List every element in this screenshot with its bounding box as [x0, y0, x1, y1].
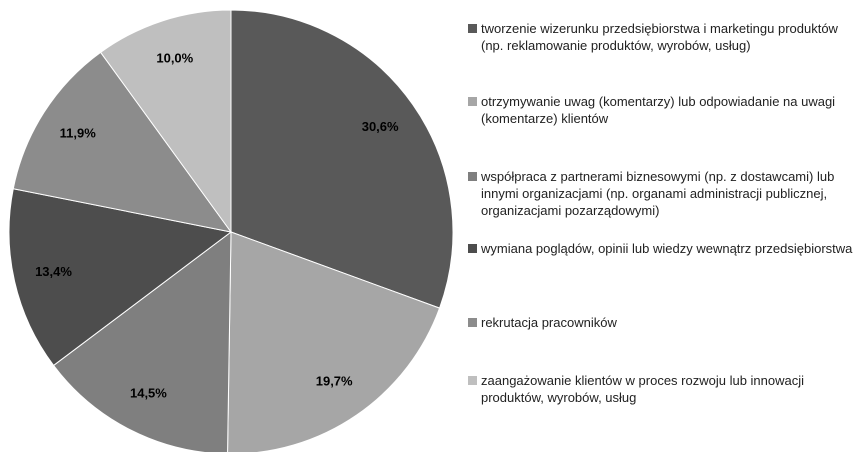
legend-swatch [468, 376, 477, 385]
data-label: 30,6% [362, 119, 399, 134]
data-label: 19,7% [316, 373, 353, 388]
pie-slice [230, 9, 454, 309]
pie-slice [99, 9, 232, 234]
legend-label: rekrutacja pracowników [481, 315, 617, 330]
legend-swatch [468, 244, 477, 253]
legend-swatch [468, 24, 477, 33]
legend-label: zaangażowanie klientów w proces rozwoju … [481, 373, 805, 405]
legend-label: wymiana poglądów, opinii lub wiedzy wewn… [481, 241, 853, 256]
legend-item: wymiana poglądów, opinii lub wiedzy wewn… [468, 240, 860, 257]
pie-slice [52, 230, 232, 452]
pie-slice [12, 51, 233, 233]
legend-item: współpraca z partnerami biznesowymi (np.… [468, 168, 860, 219]
legend-item: tworzenie wizerunku przedsiębiorstwa i m… [468, 20, 860, 54]
legend-item: otrzymywanie uwag (komentarzy) lub odpow… [468, 93, 860, 127]
data-label: 14,5% [130, 386, 167, 401]
legend-swatch [468, 318, 477, 327]
chart: 30,6% 19,7% 14,5% 13,4% 11,9% 10,0% [8, 9, 454, 452]
data-label: 11,9% [60, 125, 97, 140]
legend-item: zaangażowanie klientów w proces rozwoju … [468, 372, 860, 406]
data-label: 10,0% [156, 50, 193, 65]
legend-label: otrzymywanie uwag (komentarzy) lub odpow… [481, 94, 836, 126]
data-label: 13,4% [35, 264, 72, 279]
legend-swatch [468, 172, 477, 181]
legend-label: tworzenie wizerunku przedsiębiorstwa i m… [481, 21, 838, 53]
pie-slice [8, 188, 233, 367]
legend-label: współpraca z partnerami biznesowymi (np.… [481, 169, 835, 218]
pie-slice [227, 231, 441, 452]
legend-swatch [468, 97, 477, 106]
legend-item: rekrutacja pracowników [468, 314, 860, 331]
